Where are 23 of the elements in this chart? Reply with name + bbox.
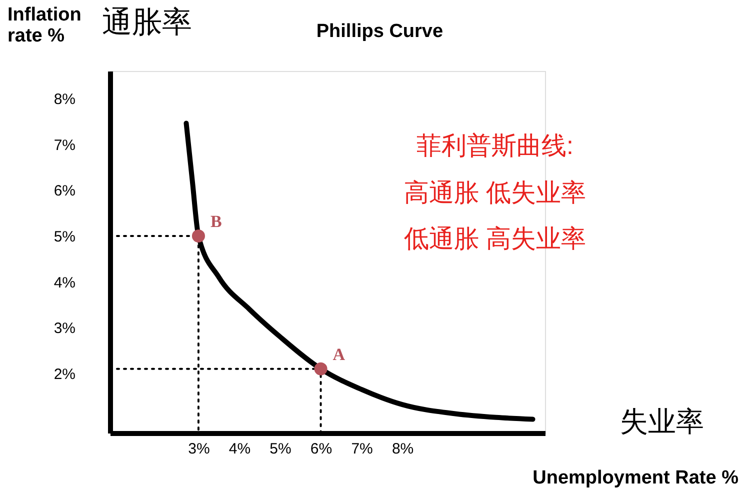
annotation: 菲利普斯曲线: xyxy=(416,132,574,160)
x-tick-label: 6% xyxy=(310,440,332,458)
y-tick-label: 8% xyxy=(54,90,76,108)
y-tick-label: 4% xyxy=(54,274,76,292)
x-tick-label: 3% xyxy=(188,440,210,458)
y-tick-label: 7% xyxy=(54,136,76,154)
annotation: 高通胀 低失业率 xyxy=(404,179,586,207)
annotation: A xyxy=(332,344,346,364)
x-tick-label: 4% xyxy=(228,440,251,458)
y-tick-label: 3% xyxy=(54,320,76,338)
x-axis-title: Unemployment Rate % xyxy=(532,468,739,488)
text: 失业率 xyxy=(620,406,704,437)
annotation: B xyxy=(210,212,222,231)
y-tick-label: 6% xyxy=(54,182,76,200)
chart-title: Phillips Curve xyxy=(316,21,444,42)
y-tick-label: 2% xyxy=(54,366,76,383)
x-tick-label: 5% xyxy=(270,440,292,458)
x-tick-label: 7% xyxy=(351,440,373,458)
x-tick-label: 8% xyxy=(392,440,414,458)
y-tick-label: 5% xyxy=(54,228,76,246)
annotation: 低通胀 高失业率 xyxy=(404,225,586,253)
y-axis-title: Inflation rate % xyxy=(8,4,82,46)
text: 通胀率 xyxy=(102,6,192,39)
